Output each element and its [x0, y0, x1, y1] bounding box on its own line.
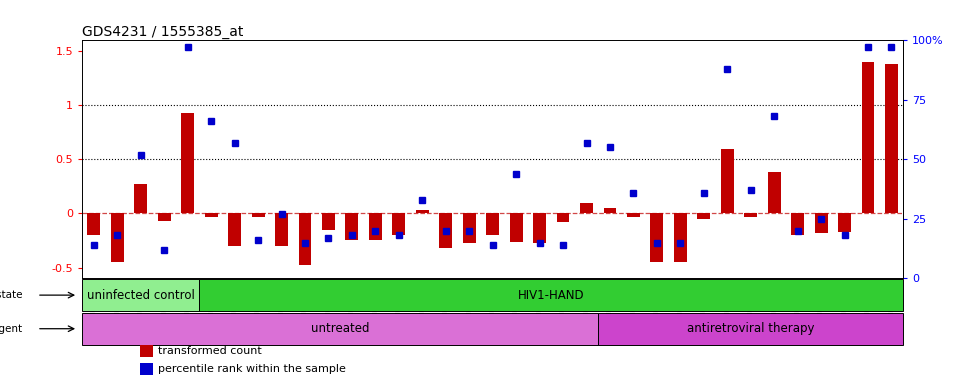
Bar [697, 214, 710, 219]
Text: disease state: disease state [0, 290, 23, 300]
Bar [415, 210, 429, 214]
Text: uninfected control: uninfected control [87, 289, 195, 301]
Bar [346, 214, 358, 240]
FancyBboxPatch shape [598, 313, 903, 345]
Text: GDS4231 / 1555385_at: GDS4231 / 1555385_at [82, 25, 243, 39]
Bar [205, 214, 217, 217]
FancyBboxPatch shape [199, 279, 903, 311]
FancyBboxPatch shape [82, 313, 598, 345]
Bar [768, 172, 781, 214]
Bar [814, 214, 828, 233]
Bar [182, 113, 194, 214]
Bar [791, 214, 804, 235]
Bar [369, 214, 382, 240]
Bar [111, 214, 124, 262]
Text: antiretroviral therapy: antiretroviral therapy [687, 322, 814, 335]
Bar [463, 214, 475, 243]
Bar [721, 149, 734, 214]
Text: agent: agent [0, 324, 23, 334]
Bar [392, 214, 406, 235]
Bar [139, 345, 153, 357]
Bar [580, 203, 593, 214]
Bar [556, 214, 570, 222]
Bar [228, 214, 242, 246]
Bar [322, 214, 335, 230]
Bar [533, 214, 546, 243]
Bar [275, 214, 288, 246]
Bar [510, 214, 523, 242]
Bar [838, 214, 851, 232]
FancyBboxPatch shape [82, 279, 199, 311]
Bar [650, 214, 664, 262]
Bar [862, 62, 874, 214]
Bar [674, 214, 687, 262]
Bar [885, 64, 898, 214]
Bar [440, 214, 452, 248]
Bar [139, 363, 153, 375]
Bar [157, 214, 171, 221]
Text: HIV1-HAND: HIV1-HAND [518, 289, 584, 301]
Bar [298, 214, 311, 265]
Bar [744, 214, 757, 217]
Bar [134, 184, 147, 214]
Bar [604, 208, 616, 214]
Text: untreated: untreated [311, 322, 369, 335]
Bar [251, 214, 265, 217]
Text: percentile rank within the sample: percentile rank within the sample [157, 364, 346, 374]
Bar [627, 214, 639, 217]
Bar [486, 214, 499, 235]
Bar [87, 214, 100, 235]
Text: transformed count: transformed count [157, 346, 262, 356]
